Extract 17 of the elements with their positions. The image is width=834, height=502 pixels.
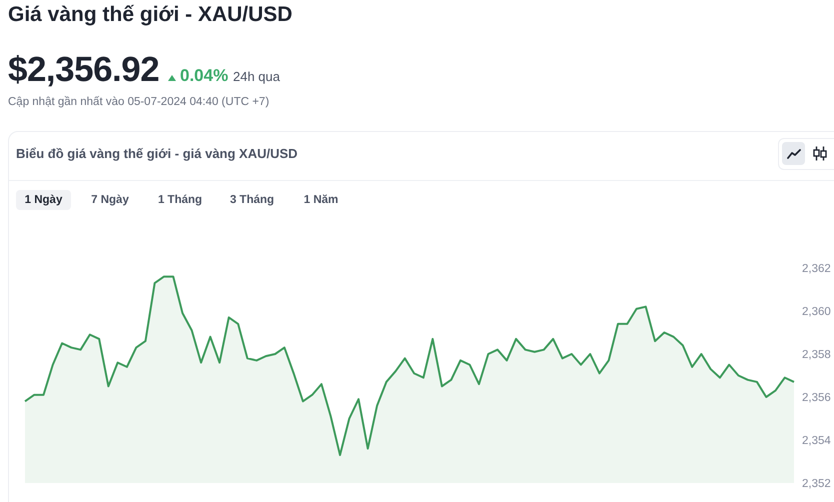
text: 24h qua — [233, 69, 280, 85]
y-tick-label: 2,362 — [802, 263, 831, 276]
text: 1 Ngày — [24, 194, 62, 206]
text: 0.04% — [180, 66, 228, 86]
text: 7 Ngày — [91, 194, 129, 206]
text: Cập nhật gần nhất vào 05-07-2024 04:40 (UTC +7) — [8, 95, 270, 109]
y-tick-label: 2,360 — [802, 306, 831, 318]
text: 3 Tháng — [230, 194, 274, 206]
text: 1 Tháng — [158, 194, 202, 206]
text: $2,356.92 — [8, 49, 160, 91]
y-tick-label: 2,356 — [802, 392, 831, 404]
chart-title: Giá vàng thế giới - XAU/USD — [8, 2, 292, 27]
text: 1 Năm — [304, 194, 338, 206]
y-tick-label: 2,354 — [802, 435, 832, 448]
chart-subtitle: Biểu đồ giá vàng thế giới - giá vàng XAU/USD — [16, 146, 298, 162]
y-tick-label: 2,352 — [802, 478, 831, 490]
y-tick-label: 2,358 — [802, 349, 831, 362]
